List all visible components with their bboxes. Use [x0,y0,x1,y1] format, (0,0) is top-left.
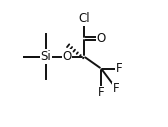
Text: O: O [62,50,71,63]
Text: Cl: Cl [78,12,90,25]
Text: F: F [116,62,122,75]
Text: O: O [97,32,106,45]
Text: F: F [113,82,120,95]
Text: Si: Si [40,50,51,63]
Text: F: F [98,86,104,99]
